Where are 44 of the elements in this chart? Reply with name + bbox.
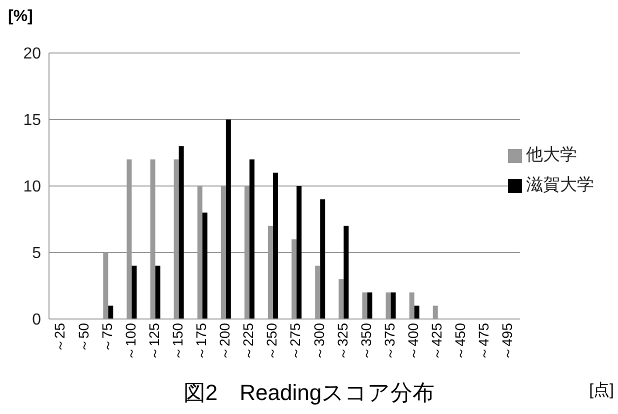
bar — [108, 306, 114, 319]
bar — [367, 292, 372, 319]
bar — [320, 199, 326, 319]
x-tick-label: ～175 — [193, 322, 210, 360]
y-tick-label: 5 — [32, 245, 42, 262]
x-tick-label: ～275 — [287, 322, 304, 360]
x-tick-label: ～475 — [476, 322, 492, 360]
x-tick-label: ～150 — [169, 322, 186, 360]
x-tick-label: ～25 — [52, 322, 68, 353]
x-tick-label: ～375 — [381, 322, 398, 360]
x-tick-label: ～100 — [122, 322, 138, 360]
bar — [414, 306, 420, 319]
bar — [226, 120, 231, 319]
x-axis-title: [点] — [589, 380, 614, 401]
bar — [273, 172, 278, 319]
legend-label: 滋賀大学 — [526, 175, 594, 194]
x-tick-label: ～225 — [240, 322, 256, 360]
bar — [344, 226, 349, 319]
x-tick-label: ～300 — [310, 322, 327, 360]
bar — [249, 159, 254, 319]
x-tick-label: ～425 — [428, 322, 445, 360]
y-tick-label: 20 — [23, 46, 42, 63]
y-tick-label: 15 — [23, 112, 42, 130]
x-tick-label: ～400 — [404, 322, 421, 360]
x-tick-label: ～75 — [98, 322, 115, 353]
x-tick-label: ～250 — [264, 322, 280, 360]
x-tick-label: ～350 — [358, 322, 374, 360]
bar — [132, 266, 137, 319]
y-axis-title: [%] — [8, 8, 33, 26]
x-tick-label: ～125 — [146, 322, 162, 360]
bar — [296, 186, 302, 319]
y-tick-label: 0 — [32, 312, 42, 329]
bar — [202, 212, 208, 319]
bar — [390, 292, 396, 319]
legend-label: 他大学 — [526, 145, 577, 164]
x-tick-label: ～50 — [75, 322, 92, 353]
x-tick-label: ～325 — [334, 322, 350, 360]
x-tick-label: ～450 — [452, 322, 468, 360]
bar — [178, 146, 184, 319]
x-tick-label: ～495 — [499, 322, 516, 360]
x-tick-label: ～200 — [216, 322, 233, 360]
text: 図2 Readingスコア分布 — [183, 380, 435, 405]
y-tick-label: 10 — [23, 178, 42, 196]
bar — [155, 266, 160, 319]
